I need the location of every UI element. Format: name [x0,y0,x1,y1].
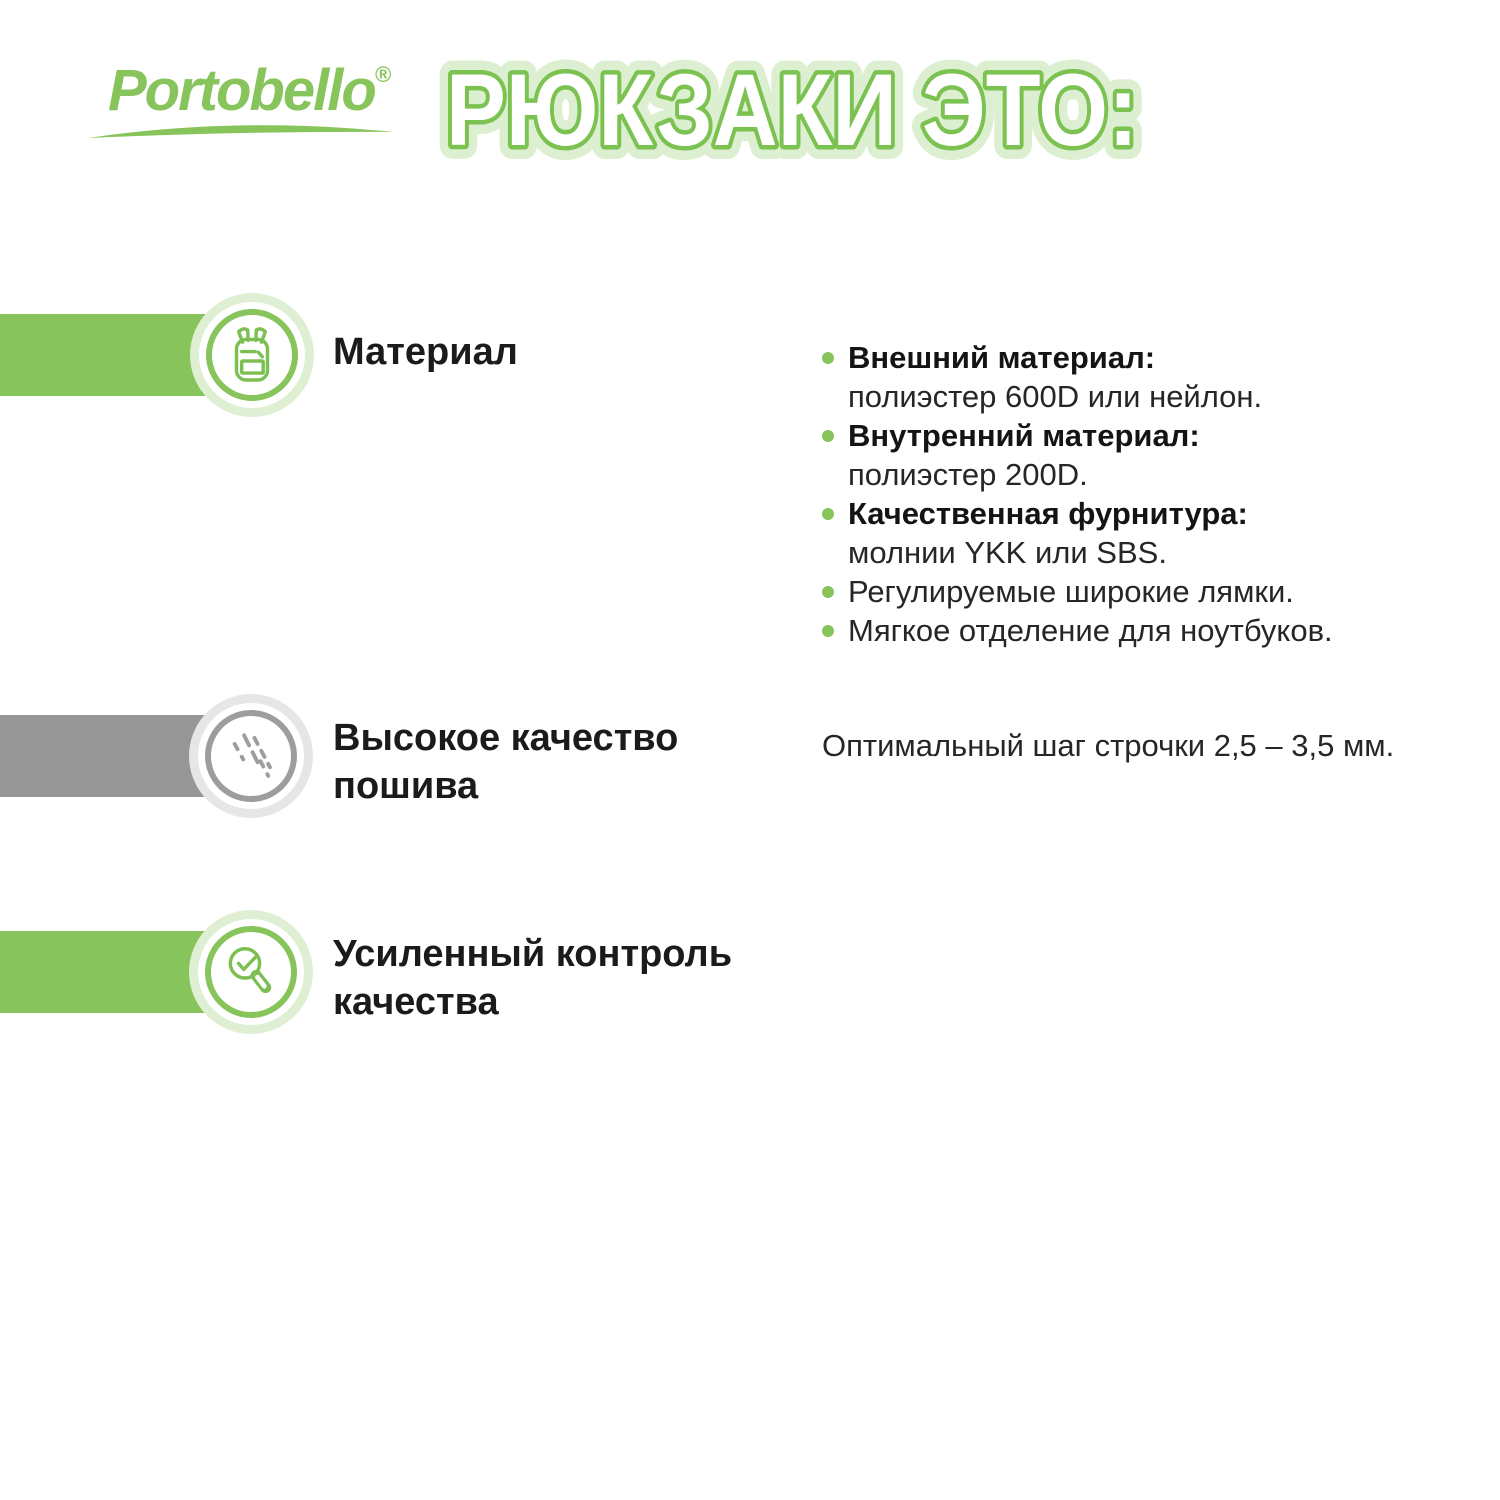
bullet-dot [822,625,834,637]
magnifier-check-icon [228,947,272,994]
brand-logo: Portobello® [86,58,406,138]
bullet-label: Внешний материал: [848,340,1156,375]
section-sewing-bar [0,715,210,797]
list-item: Внутренний материал: полиэстер 200D. [822,416,1422,494]
badge-ring [206,309,298,401]
registered-trademark: ® [374,62,391,87]
page-title-text: РЮКЗАКИ ЭТО: [446,53,1138,167]
section-material-bar [0,314,210,396]
section-sewing-title: Высокое качество пошива [333,717,679,807]
bullet-text: молнии YKK или SBS. [848,535,1167,570]
section-sewing-badge [189,694,313,818]
page-title: РЮКЗАКИ ЭТО: РЮКЗАКИ ЭТО: [432,39,1152,181]
badge-disc [198,703,304,809]
bullet-dot [822,352,834,364]
section-material-title: Материал [333,331,518,373]
bullet-text: полиэстер 200D. [848,457,1088,492]
section-material-badge [190,293,314,417]
section-control-bar [0,931,210,1013]
bullet-text: полиэстер 600D или нейлон. [848,379,1263,414]
bullet-dot [822,586,834,598]
section-control-badge [189,910,313,1034]
stitching-icon [232,733,272,778]
list-item: Качественная фурнитура: молнии YKK или S… [822,494,1422,572]
list-item: Внешний материал: полиэстер 600D или ней… [822,338,1422,416]
section-control-title: Усиленный контроль качества [333,933,733,1023]
bullet-label: Качественная фурнитура: [848,496,1248,531]
backpack-icon [234,327,270,382]
badge-ring [205,710,297,802]
logo-swoosh-icon [88,125,394,138]
page-title-outline: РЮКЗАКИ ЭТО: [446,53,1138,167]
list-item: Регулируемые широкие лямки. [822,572,1422,611]
bullet-text: Мягкое отделение для ноутбуков. [848,613,1333,648]
sewing-note: Оптимальный шаг строчки 2,5 – 3,5 мм. [822,728,1395,763]
brand-logo-text: Portobello [108,58,377,123]
badge-disc [199,302,305,408]
badge-ring [205,926,297,1018]
list-item: Мягкое отделение для ноутбуков. [822,611,1422,650]
bullet-dot [822,430,834,442]
badge-disc [198,919,304,1025]
bullet-text: Регулируемые широкие лямки. [848,574,1294,609]
material-bullet-list: Внешний материал: полиэстер 600D или ней… [822,338,1422,650]
bullet-dot [822,508,834,520]
bullet-label: Внутренний материал: [848,418,1200,453]
